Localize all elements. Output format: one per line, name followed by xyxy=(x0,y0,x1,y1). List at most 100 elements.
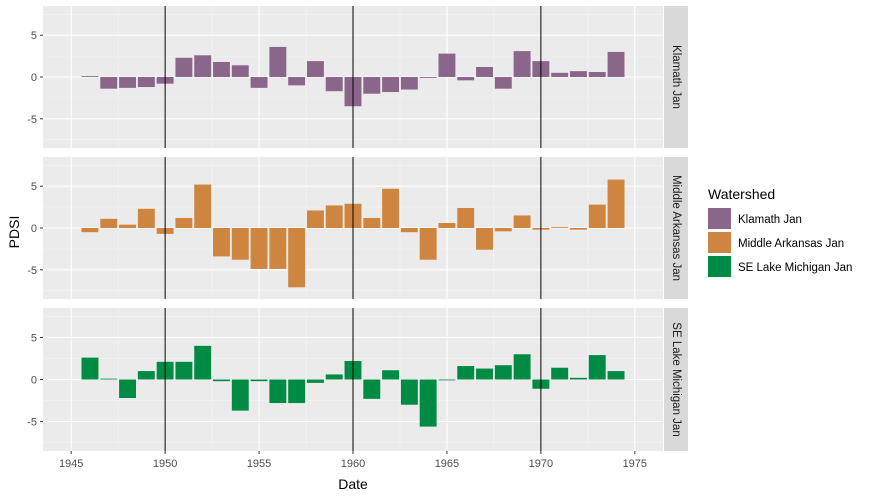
bar xyxy=(494,77,512,89)
bar xyxy=(438,379,456,381)
bar xyxy=(400,228,418,233)
x-axis-label: Date xyxy=(338,476,368,492)
legend-swatch xyxy=(708,208,731,229)
bar xyxy=(288,77,306,86)
bar xyxy=(119,77,136,88)
bar xyxy=(588,355,606,380)
bar xyxy=(325,77,343,92)
bar xyxy=(570,377,587,380)
facet-strip xyxy=(664,308,688,451)
bar xyxy=(306,210,324,228)
bar xyxy=(306,61,324,77)
x-tick-label: 1975 xyxy=(623,458,647,470)
x-tick-label: 1970 xyxy=(529,458,553,470)
bar xyxy=(288,379,306,404)
bar xyxy=(400,379,418,405)
legend-label: Middle Arkansas Jan xyxy=(738,238,844,250)
bar xyxy=(494,365,512,380)
x-tick-label: 1945 xyxy=(59,458,83,470)
y-tick-label: 0 xyxy=(31,223,37,235)
bar xyxy=(231,65,249,77)
bar xyxy=(513,51,531,77)
bar xyxy=(419,228,437,260)
bar xyxy=(363,217,381,228)
bar xyxy=(551,72,569,77)
bar xyxy=(306,379,324,383)
bar xyxy=(438,222,456,228)
bar xyxy=(325,205,343,228)
y-tick-label: 5 xyxy=(31,332,37,344)
bar xyxy=(363,379,381,399)
legend-swatch xyxy=(708,232,731,253)
bar xyxy=(570,71,587,77)
y-axis-label: PDSI xyxy=(6,216,22,249)
bar xyxy=(419,77,437,78)
bar xyxy=(588,204,606,228)
y-tick-label: 0 xyxy=(31,375,37,387)
bar xyxy=(363,77,381,94)
bar xyxy=(194,184,212,228)
bar xyxy=(231,228,249,260)
bar xyxy=(494,228,512,232)
bar xyxy=(119,224,136,228)
bar xyxy=(269,228,287,269)
bar xyxy=(119,379,136,399)
bar xyxy=(457,77,475,81)
bar xyxy=(400,77,418,90)
facet-strip-label: Middle Arkansas Jan xyxy=(670,175,682,281)
bar xyxy=(213,379,230,382)
bar xyxy=(476,228,493,250)
x-tick-label: 1950 xyxy=(153,458,177,470)
bar xyxy=(476,368,493,380)
bar xyxy=(607,179,625,228)
bar xyxy=(476,66,493,77)
bar xyxy=(137,208,155,228)
bar xyxy=(457,366,475,380)
facet-panel: -5 0 5 Middle Arkansas Jan xyxy=(27,157,688,299)
bar xyxy=(194,345,212,380)
legend-items: Klamath Jan Middle Arkansas Jan SE Lake Mi… xyxy=(708,208,852,277)
bar xyxy=(137,77,155,88)
bar xyxy=(250,379,268,382)
bar xyxy=(382,77,400,93)
bar xyxy=(175,361,193,380)
y-tick-label: 0 xyxy=(31,72,37,84)
bar xyxy=(513,215,531,228)
facet-strip xyxy=(664,6,688,148)
facet-strip xyxy=(664,157,688,299)
bar xyxy=(137,371,155,380)
facet-strip-label: SE Lake Michigan Jan xyxy=(670,322,682,436)
x-tick-label: 1955 xyxy=(247,458,271,470)
bar xyxy=(100,378,118,380)
bar xyxy=(81,357,99,380)
legend: Watershed Klamath Jan Middle Arkansas Jan… xyxy=(708,186,852,277)
bar xyxy=(175,57,193,77)
bar xyxy=(213,228,230,257)
bar xyxy=(419,379,437,427)
x-tick-label: 1965 xyxy=(435,458,459,470)
bar xyxy=(100,218,118,228)
bar xyxy=(551,227,569,228)
y-tick-label: -5 xyxy=(27,265,37,277)
legend-label: SE Lake Michigan Jan xyxy=(738,262,852,274)
bar xyxy=(457,207,475,228)
legend-title: Watershed xyxy=(708,186,775,202)
y-tick-label: -5 xyxy=(27,417,37,429)
facet-strip-label: Klamath Jan xyxy=(670,45,682,109)
bar xyxy=(250,228,268,269)
bar xyxy=(269,46,287,77)
bar xyxy=(194,55,212,77)
bar xyxy=(325,374,343,380)
bar xyxy=(231,379,249,411)
bar xyxy=(607,371,625,380)
bar xyxy=(213,61,230,77)
bar xyxy=(81,228,99,233)
facet-panel: -5 0 5 Klamath Jan xyxy=(27,6,688,148)
bar xyxy=(81,76,99,77)
y-tick-label: 5 xyxy=(31,30,37,42)
bar xyxy=(570,228,587,230)
bar xyxy=(438,53,456,77)
bar xyxy=(607,51,625,77)
